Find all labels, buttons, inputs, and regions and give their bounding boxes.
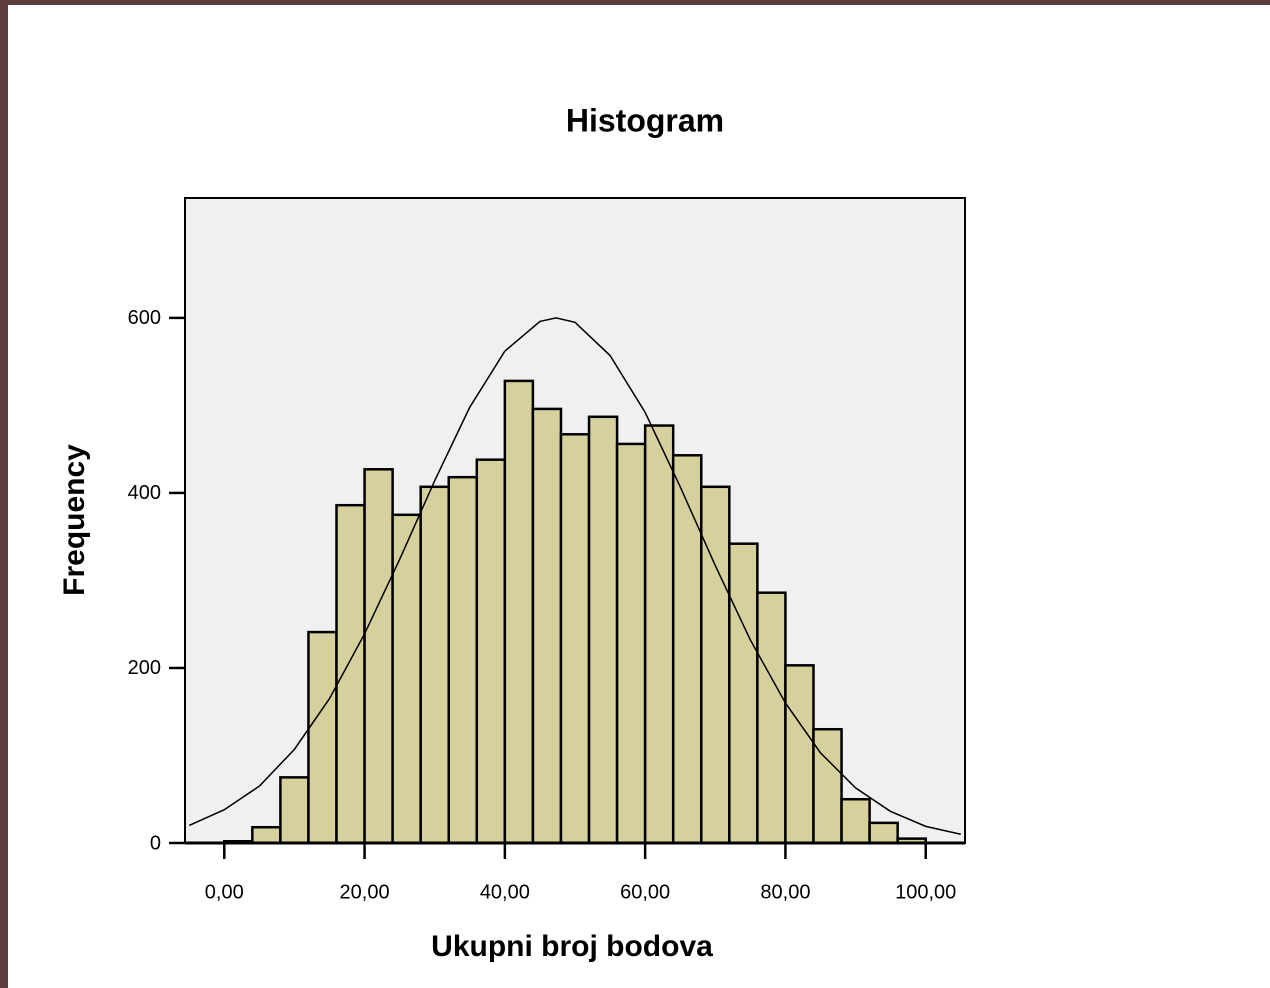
- y-axis-label: Frequency: [58, 444, 91, 596]
- bar: [812, 727, 843, 845]
- bar: [840, 797, 871, 845]
- y-tick-label: 0: [150, 832, 161, 854]
- window-border-left: [0, 0, 8, 988]
- bar: [587, 415, 619, 845]
- x-tick-label: 60,00: [620, 881, 670, 903]
- y-tick-label: 200: [128, 657, 161, 679]
- bar: [307, 630, 338, 845]
- bar: [728, 542, 759, 845]
- bar: [279, 776, 310, 845]
- bar: [615, 442, 647, 845]
- y-tick-label: 400: [128, 482, 161, 504]
- bar: [784, 664, 815, 845]
- bar: [700, 485, 731, 845]
- window-border-top: [0, 0, 1270, 5]
- bar: [868, 821, 899, 845]
- x-axis-label: Ukupni broj bodova: [431, 930, 713, 963]
- x-tick-label: 0,00: [205, 881, 244, 903]
- bar: [363, 468, 394, 845]
- normal-curve: [188, 317, 961, 835]
- bar: [503, 379, 535, 845]
- x-tick-label: 20,00: [340, 881, 390, 903]
- bar: [335, 503, 366, 845]
- bar: [447, 475, 479, 845]
- bar: [475, 458, 507, 845]
- y-tick-label: 600: [128, 307, 161, 329]
- bar: [756, 591, 787, 845]
- bar: [671, 454, 703, 845]
- chart-title: Histogram: [566, 102, 724, 138]
- bar: [643, 424, 675, 845]
- bar: [251, 825, 282, 845]
- bar: [531, 407, 563, 845]
- x-tick-label: 80,00: [760, 881, 810, 903]
- x-tick-label: 40,00: [480, 881, 530, 903]
- bar: [559, 433, 591, 845]
- x-tick-label: 100,00: [895, 881, 956, 903]
- bar: [419, 485, 450, 845]
